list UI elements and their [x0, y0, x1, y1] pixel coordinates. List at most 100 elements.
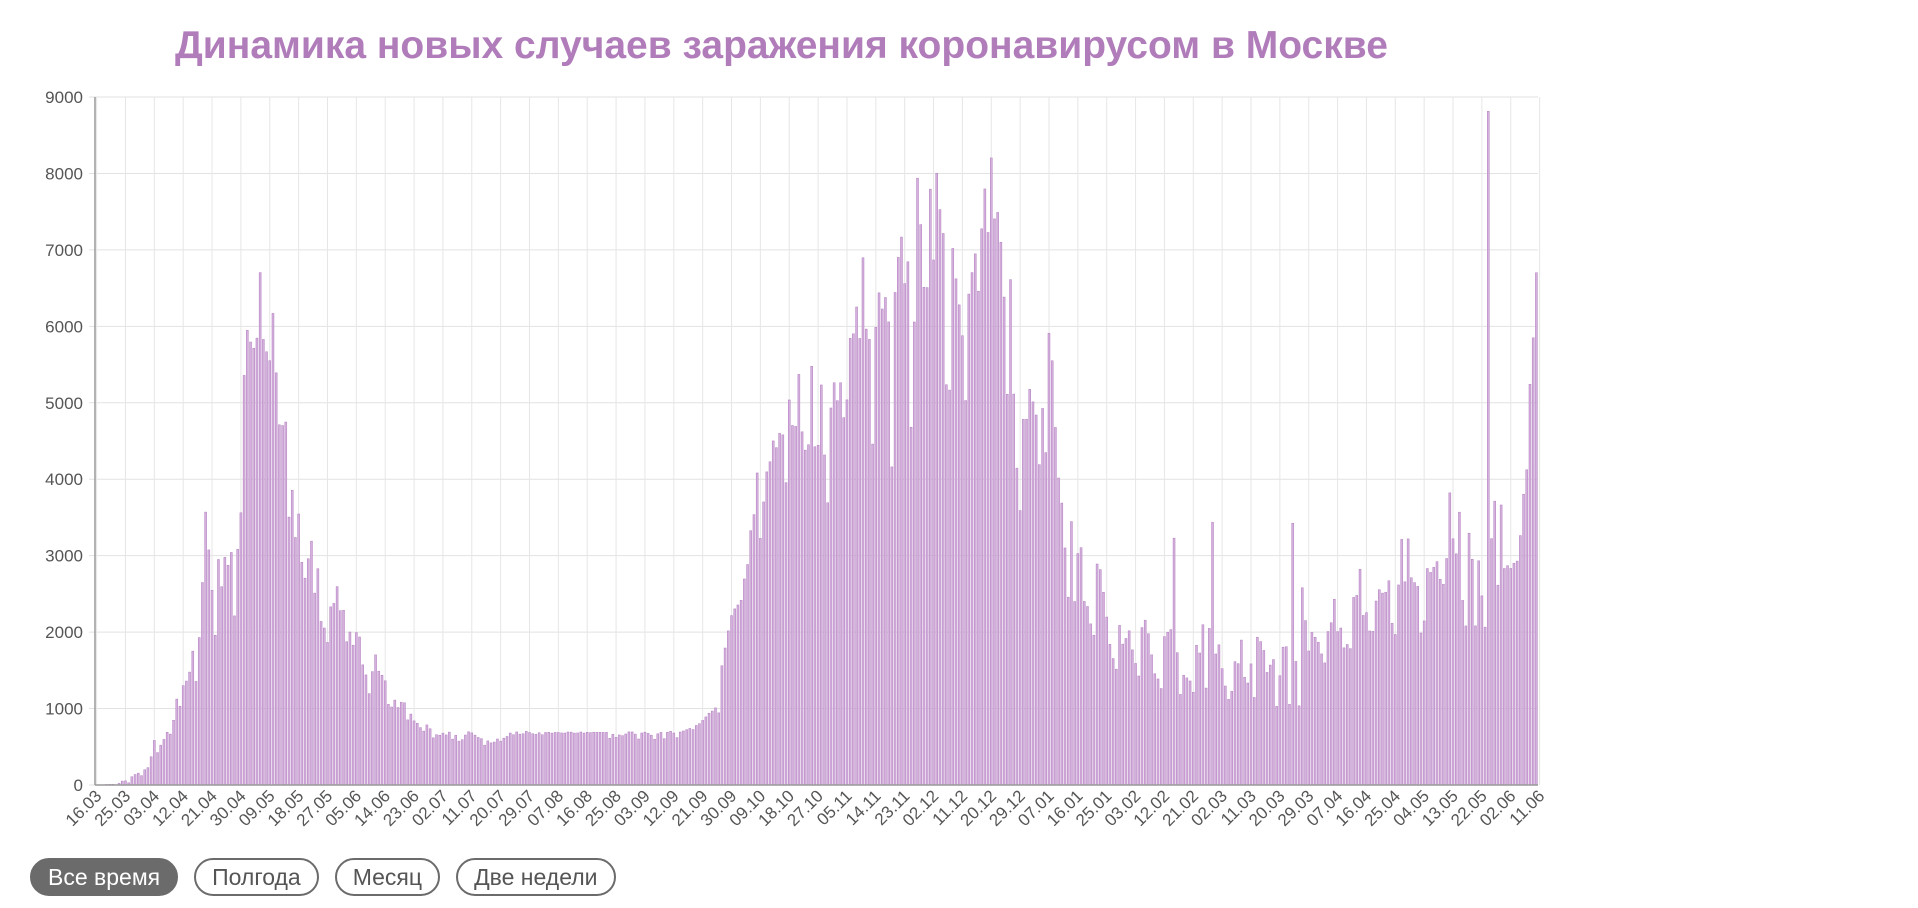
bar [249, 341, 252, 786]
bar [611, 734, 615, 786]
bar [961, 335, 964, 786]
bar [929, 188, 932, 786]
bar [602, 732, 605, 786]
bar [233, 615, 236, 786]
bar [804, 449, 807, 786]
bar [1291, 523, 1294, 786]
bar [1086, 606, 1089, 786]
bar [1227, 699, 1230, 786]
bar [412, 720, 416, 786]
bar [566, 731, 570, 786]
bar [698, 723, 701, 786]
bar [656, 733, 660, 786]
bar [688, 728, 692, 786]
bar [771, 440, 775, 786]
bar [1320, 653, 1323, 786]
bar [153, 740, 156, 786]
bar [236, 549, 239, 786]
bar [1208, 628, 1211, 786]
bar [1102, 592, 1105, 786]
bar [1156, 678, 1160, 786]
bar [1131, 649, 1134, 786]
bar [329, 606, 332, 786]
bar [624, 733, 627, 786]
bar [496, 738, 499, 786]
bar [1515, 560, 1519, 786]
bar [1345, 644, 1349, 786]
bar [775, 447, 778, 786]
range-two-weeks-button[interactable]: Две недели [456, 858, 616, 896]
bar [274, 372, 278, 786]
bar [512, 734, 515, 786]
bar [217, 559, 220, 786]
bar [374, 654, 377, 786]
bar [1073, 601, 1076, 786]
bar [1057, 477, 1060, 786]
bar [230, 552, 233, 786]
bar [1499, 504, 1503, 786]
time-range-selector: Все время Полгода Месяц Две недели [30, 858, 616, 896]
bar [1458, 511, 1461, 786]
bar [1483, 626, 1487, 786]
bar [957, 304, 961, 786]
bar [890, 466, 894, 786]
range-half-year-button[interactable]: Полгода [194, 858, 319, 896]
bar [502, 737, 506, 786]
bar [1243, 677, 1246, 786]
bar [355, 632, 358, 786]
bar [880, 308, 884, 786]
bar [986, 232, 990, 786]
bar [1095, 563, 1099, 786]
bar [1169, 629, 1173, 786]
bar [242, 375, 246, 786]
bar [900, 236, 903, 786]
bar [749, 530, 753, 786]
bar [428, 728, 432, 786]
bar [1480, 595, 1484, 786]
bar [1118, 625, 1121, 786]
bar [377, 670, 381, 786]
bar [467, 731, 470, 786]
bar [246, 330, 249, 786]
bar [435, 734, 438, 786]
bar [669, 731, 672, 786]
bar [390, 706, 393, 786]
bar [887, 321, 890, 786]
bar [1038, 464, 1041, 786]
bar [1493, 500, 1496, 786]
bar [1422, 620, 1426, 786]
bar [829, 407, 833, 786]
bar [662, 738, 666, 786]
bar [303, 577, 307, 786]
bar [1143, 619, 1147, 786]
bar [765, 471, 769, 786]
bar [1137, 675, 1141, 786]
bar [525, 731, 528, 786]
bar [364, 674, 368, 786]
bar [541, 734, 544, 786]
bar [1471, 559, 1474, 786]
bar [310, 540, 313, 786]
bar [146, 767, 150, 786]
bar [1054, 427, 1057, 786]
range-month-button[interactable]: Месяц [334, 858, 441, 896]
bar [1153, 673, 1157, 786]
bar [788, 399, 791, 786]
bar [1438, 579, 1442, 786]
bar [951, 248, 955, 786]
bar [678, 731, 682, 786]
range-all-time-button[interactable]: Все время [30, 858, 179, 896]
bar [287, 516, 291, 786]
bar [630, 731, 634, 786]
bar [396, 707, 400, 786]
y-tick-label: 5000 [45, 394, 83, 413]
bar [1461, 600, 1464, 786]
bar [1525, 469, 1529, 786]
bar [717, 712, 720, 786]
bar [1179, 694, 1182, 786]
bar [832, 382, 836, 786]
bar [361, 664, 365, 786]
bar [1512, 562, 1516, 786]
bar [316, 568, 320, 786]
bar [618, 734, 621, 786]
